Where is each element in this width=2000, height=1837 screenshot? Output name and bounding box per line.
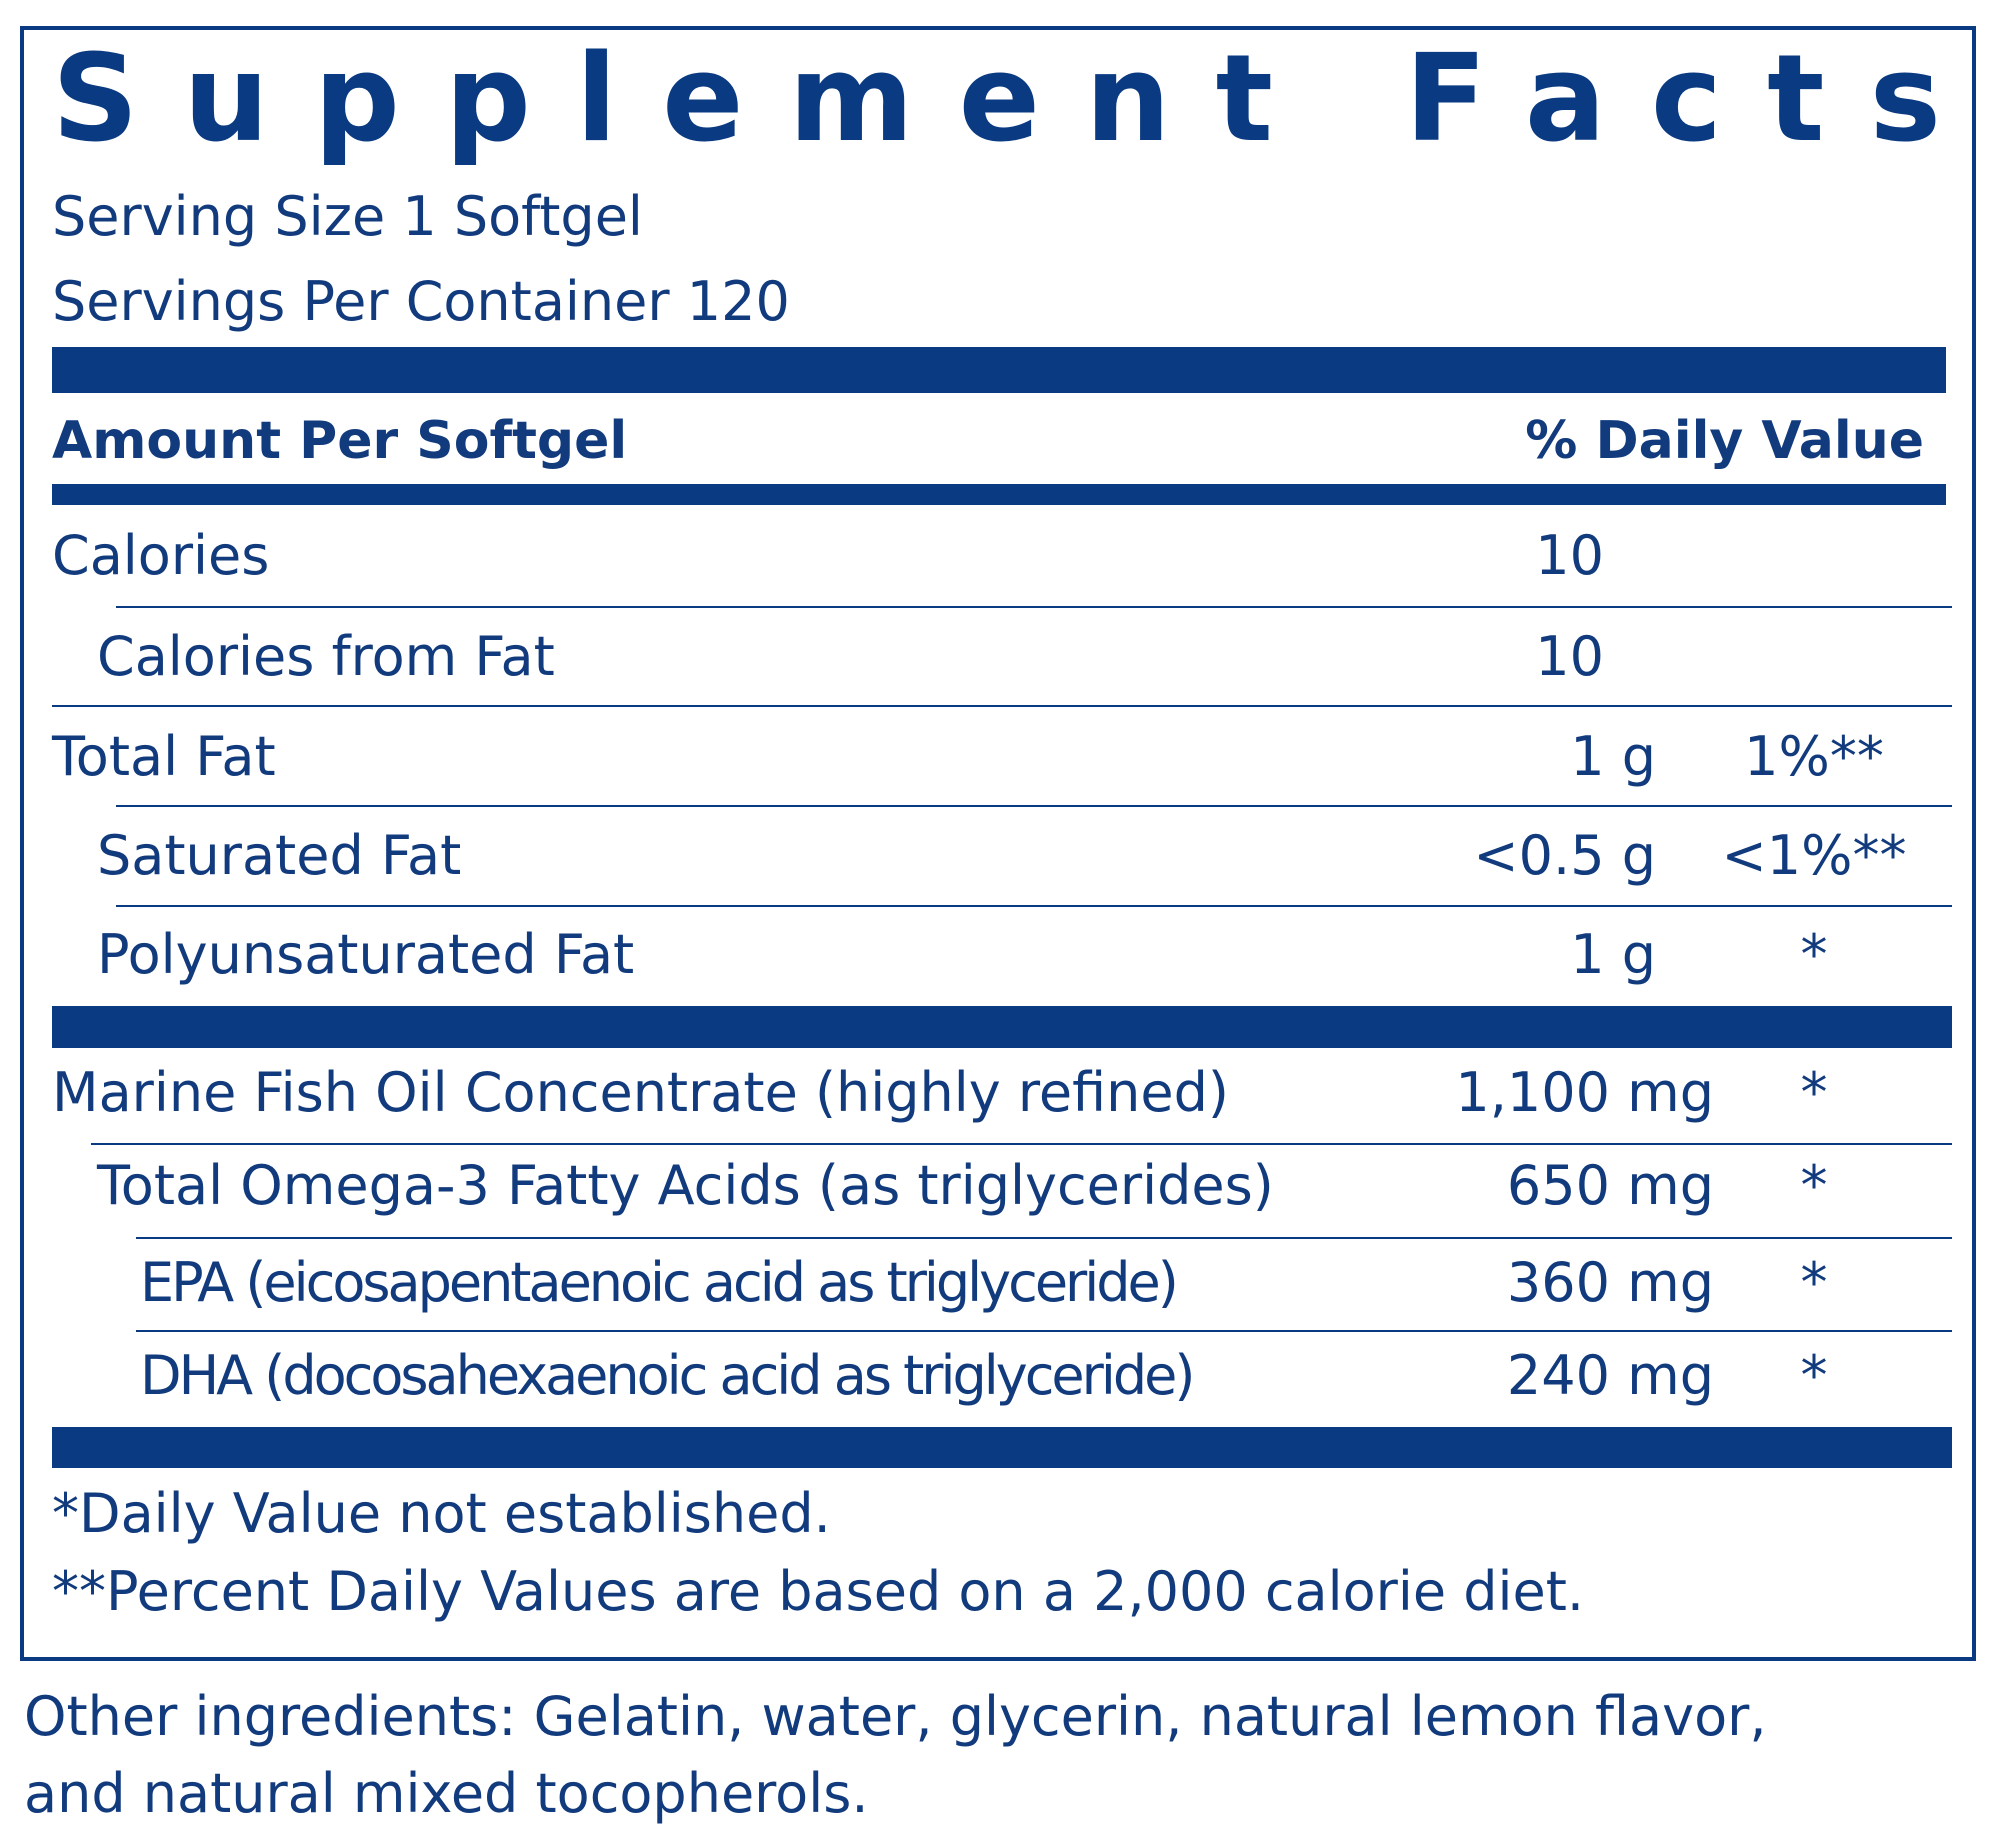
nutrient-amount: 10	[1535, 625, 1604, 688]
servings-per-container: Servings Per Container 120	[52, 270, 790, 333]
nutrient-daily-value: <1%**	[1722, 824, 1907, 887]
nutrient-amount: 10	[1535, 524, 1604, 587]
nutrient-daily-value: 1%**	[1744, 725, 1884, 788]
nutrient-label: Calories from Fat	[97, 625, 555, 688]
nutrient-daily-value: *	[1801, 1344, 1828, 1407]
title: Supplement Facts	[52, 30, 1941, 169]
divider-bar	[52, 484, 1946, 505]
rows: Calories 10 Calories from Fat 10 Total Fat 1 …	[51, 524, 1952, 1407]
daily-value-header: % Daily Value	[1525, 411, 1924, 471]
nutrient-label: Total Omega-3 Fatty Acids (as triglyceri…	[96, 1154, 1274, 1217]
nutrient-amount: <0.5 g	[1473, 824, 1656, 887]
other-ingredients: Other ingredients: Gelatin, water, glyce…	[24, 1685, 1767, 1748]
nutrient-amount: 1 g	[1570, 725, 1656, 788]
nutrient-label: Saturated Fat	[97, 824, 461, 887]
footnote: *Daily Value not established.	[52, 1482, 831, 1545]
label-border	[20, 26, 1976, 1661]
nutrient-daily-value: *	[1801, 923, 1828, 986]
divider-bar	[52, 1427, 1952, 1468]
nutrient-amount: 650 mg	[1507, 1154, 1714, 1217]
other-ingredients: and natural mixed tocopherols.	[24, 1762, 869, 1825]
amount-header: Amount Per Softgel	[52, 411, 627, 471]
divider-bar	[52, 1006, 1952, 1048]
nutrient-amount: 1 g	[1570, 923, 1656, 986]
serving-size: Serving Size 1 Softgel	[52, 185, 643, 248]
nutrient-amount: 240 mg	[1507, 1344, 1714, 1407]
nutrient-daily-value: *	[1801, 1251, 1828, 1314]
footnote: **Percent Daily Values are based on a 2,…	[52, 1560, 1584, 1623]
nutrient-label: Marine Fish Oil Concentrate (highly refi…	[52, 1061, 1229, 1124]
nutrient-label: Polyunsaturated Fat	[97, 923, 634, 986]
nutrient-amount: 1,100 mg	[1455, 1061, 1714, 1124]
nutrient-daily-value: *	[1801, 1154, 1828, 1217]
nutrient-daily-value: *	[1801, 1061, 1828, 1124]
nutrient-label: Calories	[52, 524, 269, 587]
divider-bar	[52, 347, 1946, 393]
nutrient-label: DHA (docosahexaenoic acid as triglycerid…	[140, 1344, 1192, 1407]
nutrient-label: EPA (eicosapentaenoic acid as triglyceri…	[140, 1251, 1176, 1314]
nutrient-amount: 360 mg	[1507, 1251, 1714, 1314]
nutrient-label: Total Fat	[51, 725, 276, 788]
